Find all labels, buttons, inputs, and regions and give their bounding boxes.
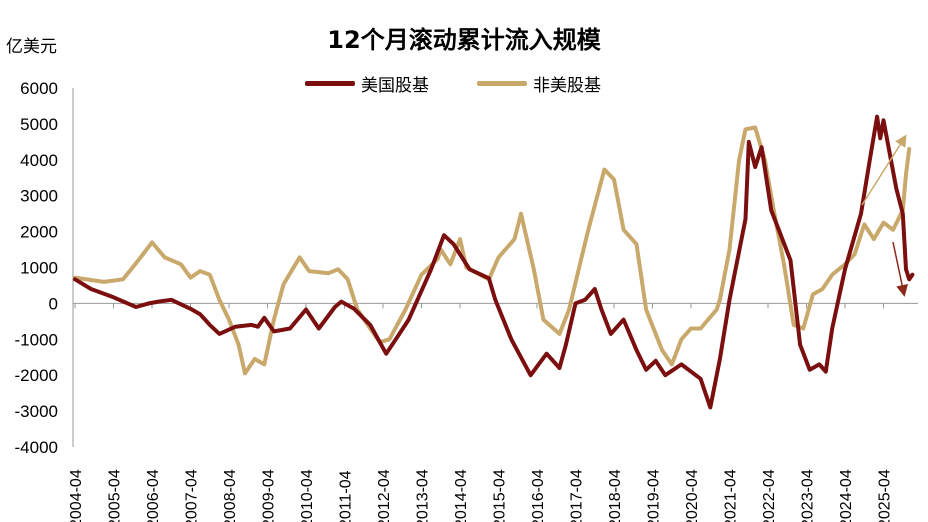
x-tick-label: 2019-04 bbox=[646, 469, 663, 522]
x-tick-label: 2014-04 bbox=[453, 469, 470, 522]
y-tick-label: -1000 bbox=[15, 330, 58, 349]
y-tick-label: 5000 bbox=[20, 115, 58, 134]
x-tick-label: 2006-04 bbox=[145, 469, 162, 522]
x-tick-label: 2010-04 bbox=[299, 469, 316, 522]
x-tick-label: 2021-04 bbox=[723, 469, 740, 522]
x-tick-label: 2005-04 bbox=[107, 469, 124, 522]
x-tick-label: 2024-04 bbox=[838, 469, 855, 522]
x-tick-label: 2009-04 bbox=[261, 469, 278, 522]
x-tick-label: 2017-04 bbox=[569, 469, 586, 522]
series-line-non-us bbox=[73, 125, 912, 376]
x-tick-label: 2012-04 bbox=[376, 469, 393, 522]
legend-item-us: 美国股基 bbox=[305, 71, 429, 96]
x-tick-label: 2023-04 bbox=[800, 469, 817, 522]
legend-swatch-non-us bbox=[477, 81, 527, 86]
x-tick-label: 2025-04 bbox=[877, 469, 894, 522]
chart-title: 12个月滚动累计流入规模 bbox=[327, 26, 601, 54]
x-tick-label: 2004-04 bbox=[68, 469, 85, 522]
y-tick-label: 2000 bbox=[20, 223, 58, 242]
x-tick-label: 2022-04 bbox=[761, 469, 778, 522]
trend-arrows bbox=[861, 134, 909, 297]
y-axis-unit-label: 亿美元 bbox=[6, 37, 57, 57]
legend-item-non-us: 非美股基 bbox=[477, 71, 601, 96]
down-trend-arrow-icon bbox=[892, 241, 909, 297]
legend: 美国股基 非美股基 bbox=[305, 71, 649, 96]
x-tick-label: 2007-04 bbox=[184, 469, 201, 522]
legend-swatch-us bbox=[305, 81, 355, 86]
y-tick-label: 4000 bbox=[20, 151, 58, 170]
x-tick-label: 2015-04 bbox=[492, 469, 509, 522]
series-line-us bbox=[73, 114, 915, 410]
y-tick-label: -4000 bbox=[15, 438, 58, 457]
x-tick-label: 2008-04 bbox=[222, 469, 239, 522]
y-tick-label: -2000 bbox=[15, 366, 58, 385]
x-tick-label: 2018-04 bbox=[607, 469, 624, 522]
up-trend-arrow-icon bbox=[861, 134, 907, 206]
y-tick-label: 0 bbox=[49, 294, 58, 313]
legend-label-us: 美国股基 bbox=[361, 76, 429, 96]
y-tick-label: 6000 bbox=[20, 79, 58, 98]
y-tick-label: 1000 bbox=[20, 259, 58, 278]
x-tick-label: 2011-04 bbox=[338, 470, 355, 522]
x-tick-label: 2013-04 bbox=[415, 469, 432, 522]
y-tick-label: -3000 bbox=[15, 402, 58, 421]
x-tick-label: 2020-04 bbox=[684, 469, 701, 522]
y-tick-label: 3000 bbox=[20, 187, 58, 206]
x-tick-label: 2016-04 bbox=[530, 469, 547, 522]
legend-label-non-us: 非美股基 bbox=[533, 76, 601, 96]
